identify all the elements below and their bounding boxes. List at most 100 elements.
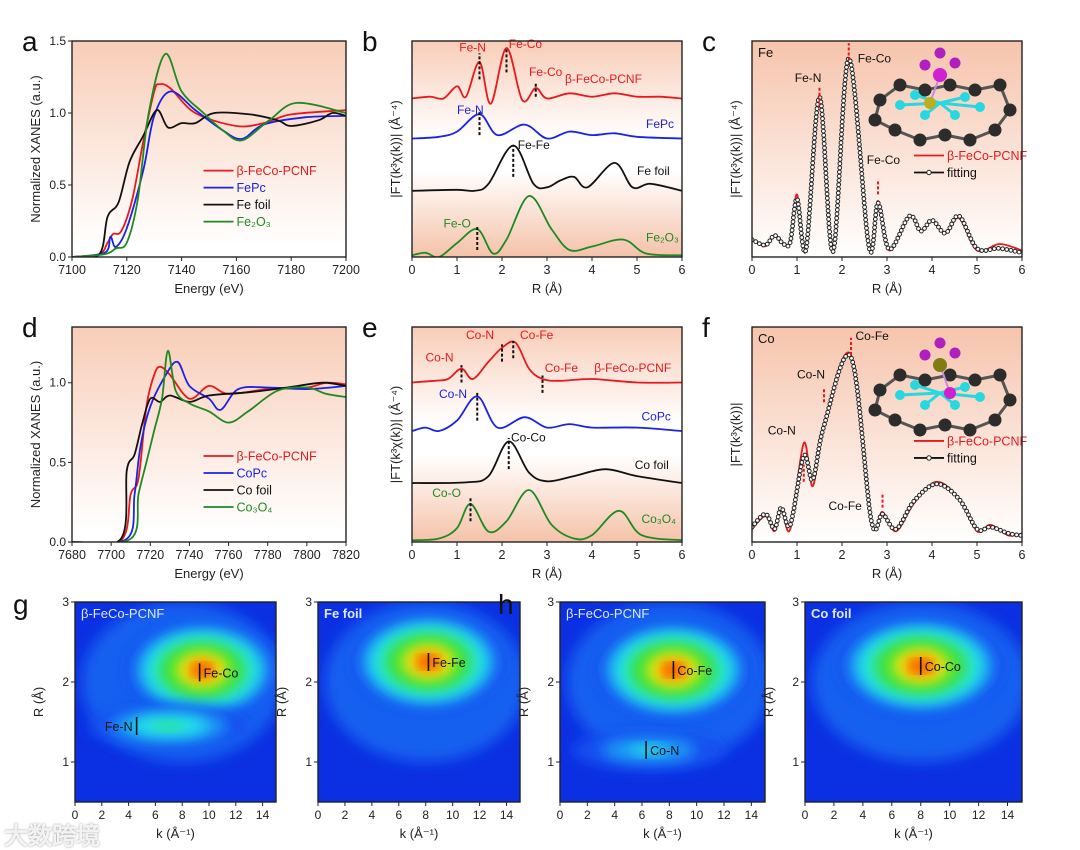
fitting-point bbox=[849, 355, 854, 361]
fitting-point bbox=[791, 215, 796, 221]
fitting-point bbox=[820, 124, 826, 130]
fitting-point bbox=[757, 515, 763, 520]
fitting-point bbox=[768, 520, 773, 525]
fitting-point bbox=[919, 228, 924, 234]
carbon-atom bbox=[943, 78, 957, 92]
fitting-point bbox=[861, 451, 867, 457]
plot-area bbox=[412, 340, 682, 542]
peak-label: Fe-Co bbox=[867, 153, 901, 167]
fitting-point bbox=[781, 242, 787, 247]
heatmap-contour bbox=[630, 745, 668, 755]
fitting-point bbox=[949, 488, 954, 494]
fitting-point bbox=[827, 229, 832, 235]
y-tick-label: 2 bbox=[547, 675, 554, 689]
fitting-point bbox=[834, 207, 840, 213]
fitting-point bbox=[841, 98, 846, 104]
fitting-point bbox=[861, 455, 867, 461]
x-tick-label: 2 bbox=[831, 808, 838, 822]
peak-label: Co₃O₄ bbox=[642, 512, 677, 526]
x-tick-label: 7120 bbox=[113, 263, 141, 277]
legend-label: Fe foil bbox=[237, 198, 271, 212]
plot-background bbox=[412, 327, 682, 542]
fitting-point bbox=[1008, 247, 1014, 253]
fitting-point bbox=[774, 518, 780, 524]
peak-label: Co-O bbox=[432, 486, 461, 500]
fitting-point bbox=[755, 518, 760, 523]
peak-label: Co-N bbox=[466, 328, 494, 342]
metal-atom bbox=[924, 97, 936, 109]
fitting-point bbox=[790, 223, 795, 229]
fitting-point bbox=[957, 214, 962, 219]
fitting-point bbox=[880, 221, 885, 226]
fitting-point bbox=[795, 197, 800, 203]
x-tick-label: 7760 bbox=[215, 548, 243, 562]
carbon-atom bbox=[993, 78, 1007, 92]
peak-label: Co-N bbox=[797, 368, 825, 382]
fitting-point bbox=[826, 216, 831, 222]
fitting-point bbox=[970, 240, 976, 246]
x-tick-label: 0 bbox=[802, 808, 809, 822]
fitting-point bbox=[855, 129, 861, 135]
panel-letter: f bbox=[702, 312, 710, 343]
fitting-point bbox=[817, 442, 822, 448]
series-line-copc bbox=[72, 360, 346, 542]
y-axis-label: Normalized XANES (a.u.) bbox=[28, 75, 43, 222]
x-tick-label: 10 bbox=[446, 808, 460, 822]
plot-frame bbox=[71, 326, 347, 543]
fitting-point bbox=[855, 388, 860, 394]
legend-label: β-FeCo-PCNF bbox=[947, 149, 1027, 163]
fitting-point bbox=[838, 136, 844, 141]
x-tick-label: 1 bbox=[454, 263, 461, 277]
fitting-point bbox=[753, 239, 759, 245]
fitting-point bbox=[789, 517, 794, 523]
fitting-point bbox=[829, 393, 835, 399]
fitting-point bbox=[844, 64, 849, 70]
x-tick-label: 6 bbox=[888, 808, 895, 822]
x-tick-label: 1 bbox=[454, 548, 461, 562]
plot-background bbox=[72, 327, 346, 542]
x-tick-label: 2 bbox=[342, 808, 349, 822]
x-tick-label: 0 bbox=[409, 548, 416, 562]
fitting-point bbox=[858, 154, 863, 160]
y-tick-label: 0.0 bbox=[49, 250, 66, 264]
x-tick-label: 7700 bbox=[97, 548, 125, 562]
fitting-point bbox=[959, 217, 965, 223]
fitting-point bbox=[994, 526, 999, 532]
carbon-atom bbox=[918, 373, 932, 387]
fitting-point bbox=[864, 225, 869, 231]
fitting-point bbox=[863, 217, 869, 223]
fitting-point bbox=[816, 446, 822, 452]
x-tick-label: 10 bbox=[943, 808, 957, 822]
carbon-atom bbox=[893, 78, 907, 92]
panel-letter: a bbox=[22, 26, 38, 57]
fitting-point bbox=[819, 112, 825, 117]
carbon-atom bbox=[968, 373, 982, 387]
x-tick-label: 12 bbox=[229, 808, 243, 822]
fitting-point bbox=[972, 243, 978, 249]
fitting-point bbox=[840, 106, 846, 112]
fitting-point bbox=[793, 497, 798, 503]
fitting-point bbox=[871, 233, 877, 239]
fitting-point bbox=[813, 114, 819, 120]
fitting-point bbox=[857, 142, 862, 147]
carbon-atom bbox=[1003, 393, 1017, 407]
x-tick-label: 8 bbox=[917, 808, 924, 822]
fitting-point bbox=[824, 183, 829, 189]
fitting-point bbox=[914, 495, 919, 501]
fitting-point bbox=[873, 208, 879, 214]
fitting-point bbox=[986, 524, 991, 530]
fitting-point bbox=[872, 216, 878, 222]
plot-background bbox=[72, 41, 346, 257]
x-axis-label: R (Å) bbox=[872, 281, 902, 296]
x-axis-label: R (Å) bbox=[532, 281, 562, 296]
fitting-point bbox=[825, 200, 830, 205]
fitting-point bbox=[808, 194, 813, 200]
fitting-point bbox=[812, 135, 817, 141]
fitting-point bbox=[836, 182, 842, 188]
fitting-point bbox=[851, 83, 857, 89]
series-line-fepc bbox=[412, 113, 682, 140]
x-tick-label: 1 bbox=[794, 548, 801, 562]
carbon-atom bbox=[938, 418, 952, 432]
fitting-point bbox=[833, 228, 839, 234]
